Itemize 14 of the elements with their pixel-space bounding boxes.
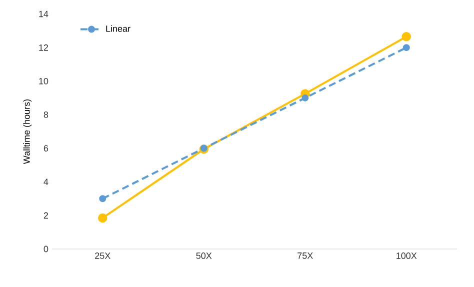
- y-tick-label: 8: [44, 112, 48, 118]
- x-tick-label: 75X: [298, 252, 313, 259]
- y-tick-label: 4: [44, 178, 48, 185]
- x-tick-label: 100X: [396, 252, 417, 259]
- x-tick-label: 50X: [196, 252, 212, 259]
- y-tick-label: 14: [39, 10, 48, 18]
- x-tick-label: 25X: [95, 252, 110, 259]
- y-tick-label: 0: [44, 246, 48, 252]
- y-axis-title: Walltime (hours): [23, 99, 32, 164]
- y-tick-label: 2: [44, 212, 48, 219]
- legend-label: Linear: [106, 25, 130, 32]
- y-tick-label: 12: [39, 44, 48, 51]
- y-tick-label: 10: [39, 78, 48, 84]
- y-tick-label: 6: [44, 145, 48, 152]
